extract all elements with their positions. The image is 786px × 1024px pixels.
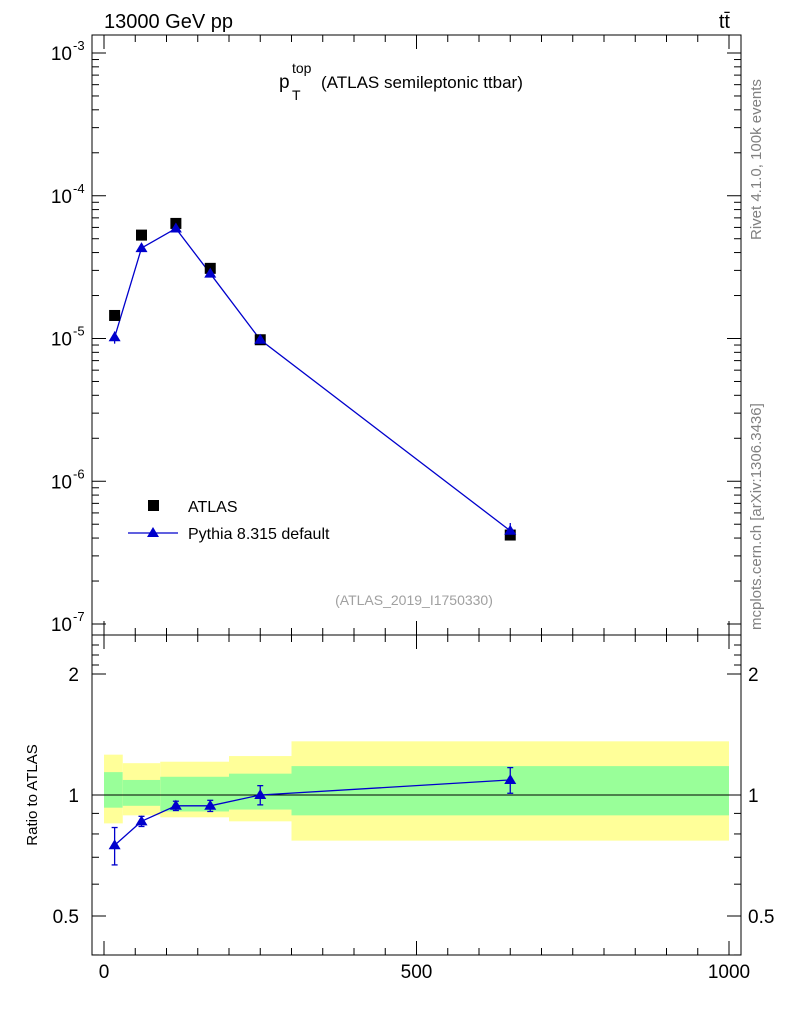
main-y-tick-label-exponent: -4 bbox=[73, 181, 85, 196]
title-symbol-sup: top bbox=[292, 60, 312, 76]
process-label: tt̄ bbox=[719, 11, 731, 33]
pythia-point bbox=[504, 524, 517, 535]
ratio-y-axis-label: Ratio to ATLAS bbox=[24, 744, 41, 845]
main-y-tick-labels: 10-710-610-510-410-3 bbox=[51, 38, 85, 636]
atlas-point bbox=[504, 529, 516, 541]
main-y-tick-label: 10 bbox=[51, 472, 72, 493]
ratio-pythia-points bbox=[108, 773, 517, 850]
title-symbol-sub: T bbox=[292, 87, 301, 103]
pythia-point bbox=[254, 333, 267, 344]
atlas-point bbox=[136, 229, 147, 241]
ratio-band-green bbox=[122, 779, 161, 806]
pythia-point bbox=[204, 267, 217, 278]
main-y-tick-label: 10 bbox=[51, 187, 72, 208]
pythia-point bbox=[108, 331, 121, 342]
legend-atlas-label: ATLAS bbox=[188, 499, 238, 516]
ratio-y-tick-label-left: 1 bbox=[68, 786, 79, 807]
ratio-y-ticks bbox=[92, 644, 741, 956]
main-y-tick-label-exponent: -5 bbox=[73, 324, 85, 339]
ratio-bands bbox=[104, 741, 729, 841]
pythia-series-line bbox=[114, 227, 511, 532]
main-x-ticks bbox=[103, 35, 730, 635]
ratio-x-ticks bbox=[103, 635, 730, 955]
title-text: (ATLAS semileptonic ttbar) bbox=[321, 73, 523, 92]
legend-pythia-marker bbox=[147, 527, 159, 537]
ratio-point bbox=[169, 799, 182, 810]
pythia-line bbox=[114, 227, 511, 532]
plot-title: p bbox=[279, 72, 290, 93]
ratio-y-tick-labels-left: 0.5 1 2 bbox=[53, 665, 79, 928]
ratio-point bbox=[254, 789, 267, 799]
atlas-point bbox=[109, 309, 121, 321]
ratio-y-tick-label-right: 1 bbox=[748, 786, 759, 807]
mcplots-label: mcplots.cern.ch [arXiv:1306.3436] bbox=[748, 403, 765, 630]
ratio-point bbox=[135, 815, 148, 826]
ratio-panel: 0.5 1 2 0.5 1 2 0 500 1000 Ratio to ATLAS bbox=[24, 634, 774, 983]
ratio-y-tick-label-right: 0.5 bbox=[748, 907, 774, 928]
title-symbol-p: p bbox=[279, 72, 290, 93]
ratio-y-tick-labels-right: 0.5 1 2 bbox=[748, 665, 774, 928]
ratio-point bbox=[108, 839, 121, 850]
main-y-tick-label-exponent: -6 bbox=[73, 466, 85, 481]
main-panel-frame bbox=[91, 34, 742, 636]
rivet-version-label: Rivet 4.1.0, 100k events bbox=[748, 79, 765, 240]
ratio-x-tick-labels: 0 500 1000 bbox=[99, 962, 750, 983]
ratio-x-tick-label: 0 bbox=[99, 962, 110, 983]
main-y-tick-label: 10 bbox=[51, 615, 72, 636]
pythia-errorbars bbox=[113, 226, 511, 540]
pythia-point bbox=[135, 242, 148, 253]
ratio-y-tick-label-left: 2 bbox=[68, 665, 79, 686]
ratio-x-tick-label: 500 bbox=[401, 962, 433, 983]
pythia-points bbox=[108, 222, 517, 535]
ratio-band-green bbox=[104, 772, 123, 808]
collision-label: 13000 GeV pp bbox=[104, 11, 233, 33]
main-y-tick-label: 10 bbox=[51, 330, 72, 351]
main-y-ticks bbox=[92, 52, 741, 625]
main-panel: 10-710-610-510-410-3 p T top (ATLAS semi… bbox=[51, 34, 742, 636]
pythia-point bbox=[169, 222, 182, 233]
legend-atlas-marker bbox=[148, 500, 159, 511]
main-y-tick-label: 10 bbox=[51, 44, 72, 65]
ratio-point bbox=[504, 773, 517, 784]
ratio-point bbox=[204, 799, 217, 810]
legend: ATLAS Pythia 8.315 default bbox=[128, 499, 330, 543]
ratio-y-tick-label-left: 0.5 bbox=[53, 907, 79, 928]
ratio-y-tick-label-right: 2 bbox=[748, 665, 759, 686]
main-y-tick-label-exponent: -3 bbox=[73, 38, 85, 53]
ratio-x-tick-label: 1000 bbox=[708, 962, 750, 983]
analysis-watermark: (ATLAS_2019_I1750330) bbox=[335, 592, 493, 608]
legend-pythia-label: Pythia 8.315 default bbox=[188, 526, 330, 543]
main-y-tick-label-exponent: -7 bbox=[73, 609, 85, 624]
